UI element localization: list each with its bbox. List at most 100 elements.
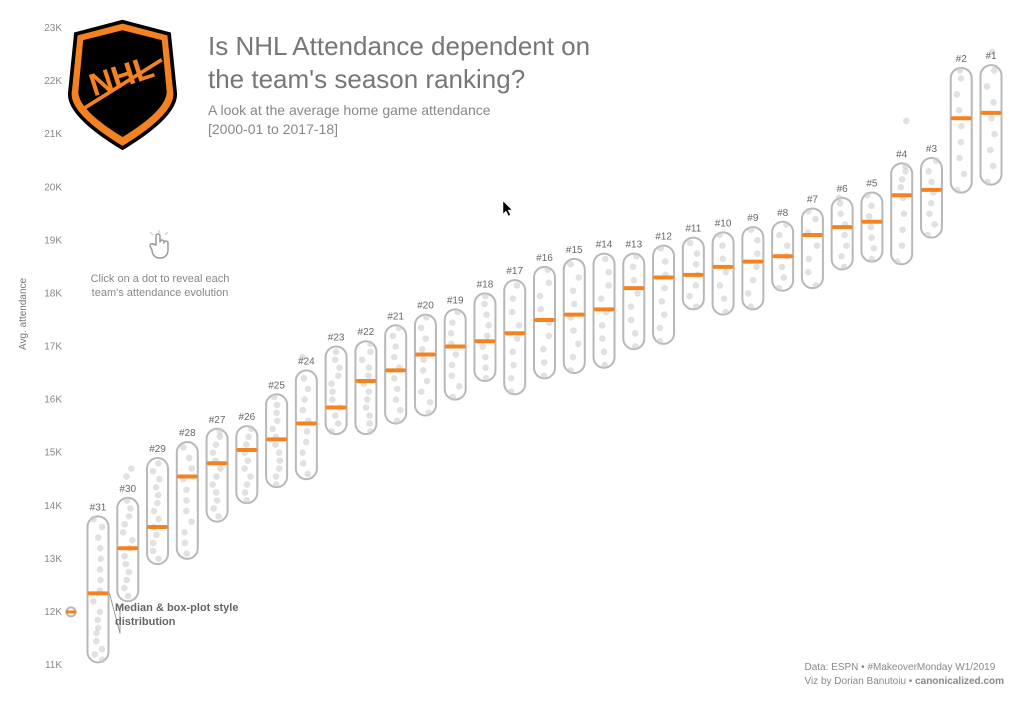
data-dot[interactable] xyxy=(899,242,906,249)
data-dot[interactable] xyxy=(452,351,459,358)
data-dot[interactable] xyxy=(958,139,965,146)
data-dot[interactable] xyxy=(92,651,99,658)
data-dot[interactable] xyxy=(304,471,311,478)
data-dot[interactable] xyxy=(181,540,188,547)
data-dot[interactable] xyxy=(301,375,308,382)
data-dot[interactable] xyxy=(628,317,635,324)
data-dot[interactable] xyxy=(659,298,666,305)
data-dot[interactable] xyxy=(633,253,640,260)
data-dot[interactable] xyxy=(328,428,335,435)
data-dot[interactable] xyxy=(634,290,641,297)
data-dot[interactable] xyxy=(748,226,755,233)
data-dot[interactable] xyxy=(601,349,608,356)
data-dot[interactable] xyxy=(721,295,728,302)
data-dot[interactable] xyxy=(94,617,101,624)
data-dot[interactable] xyxy=(367,349,374,356)
data-dot[interactable] xyxy=(333,349,340,356)
data-dot[interactable] xyxy=(575,341,582,348)
data-dot[interactable] xyxy=(449,319,456,326)
data-dot[interactable] xyxy=(482,364,489,371)
data-dot[interactable] xyxy=(783,221,790,228)
data-dot[interactable] xyxy=(717,282,724,289)
data-dot[interactable] xyxy=(656,338,663,345)
data-dot[interactable] xyxy=(418,325,425,332)
data-dot[interactable] xyxy=(541,359,548,366)
data-dot[interactable] xyxy=(545,333,552,340)
data-dot[interactable] xyxy=(299,449,306,456)
data-dot[interactable] xyxy=(926,210,933,217)
data-dot[interactable] xyxy=(570,354,577,361)
data-dot[interactable] xyxy=(991,67,998,74)
data-dot[interactable] xyxy=(420,367,427,374)
data-dot[interactable] xyxy=(269,425,276,432)
data-dot[interactable] xyxy=(987,147,994,154)
data-dot[interactable] xyxy=(95,625,102,632)
data-dot[interactable] xyxy=(481,301,488,308)
data-dot[interactable] xyxy=(662,258,669,265)
data-dot[interactable] xyxy=(537,293,544,300)
data-dot[interactable] xyxy=(868,224,875,231)
data-dot[interactable] xyxy=(181,529,188,536)
data-dot[interactable] xyxy=(305,386,312,393)
data-dot[interactable] xyxy=(99,656,106,663)
data-dot[interactable] xyxy=(245,433,252,440)
data-dot[interactable] xyxy=(424,378,431,385)
data-dot[interactable] xyxy=(776,232,783,239)
data-dot[interactable] xyxy=(242,489,249,496)
data-dot[interactable] xyxy=(150,548,157,555)
data-dot[interactable] xyxy=(661,285,668,292)
data-dot[interactable] xyxy=(541,372,548,379)
data-dot[interactable] xyxy=(180,444,187,451)
data-dot[interactable] xyxy=(510,362,517,369)
data-dot[interactable] xyxy=(984,179,991,186)
data-dot[interactable] xyxy=(393,396,400,403)
data-dot[interactable] xyxy=(632,343,639,350)
data-dot[interactable] xyxy=(483,375,490,382)
data-dot[interactable] xyxy=(300,407,307,414)
data-dot[interactable] xyxy=(866,213,873,220)
data-dot[interactable] xyxy=(243,497,250,504)
data-dot[interactable] xyxy=(899,226,906,233)
data-dot[interactable] xyxy=(570,287,577,294)
data-dot[interactable] xyxy=(605,282,612,289)
data-dot[interactable] xyxy=(537,306,544,313)
data-dot[interactable] xyxy=(990,99,997,106)
data-dot[interactable] xyxy=(686,293,693,300)
data-dot[interactable] xyxy=(90,516,97,523)
data-dot[interactable] xyxy=(841,264,848,271)
data-dot[interactable] xyxy=(722,269,729,276)
data-dot[interactable] xyxy=(693,282,700,289)
data-dot[interactable] xyxy=(422,335,429,342)
data-dot[interactable] xyxy=(837,210,844,217)
data-dot[interactable] xyxy=(394,386,401,393)
data-dot[interactable] xyxy=(329,388,336,395)
data-dot[interactable] xyxy=(125,593,132,600)
data-dot[interactable] xyxy=(276,449,283,456)
data-dot[interactable] xyxy=(188,518,195,525)
data-dot[interactable] xyxy=(449,362,456,369)
data-dot[interactable] xyxy=(485,322,492,329)
data-dot[interactable] xyxy=(155,516,162,523)
data-dot[interactable] xyxy=(899,176,906,183)
data-dot[interactable] xyxy=(754,250,761,257)
data-dot[interactable] xyxy=(419,346,426,353)
data-dot[interactable] xyxy=(99,646,106,653)
data-dot[interactable] xyxy=(632,330,639,337)
data-dot[interactable] xyxy=(123,473,130,480)
data-dot[interactable] xyxy=(365,372,372,379)
data-dot[interactable] xyxy=(894,258,901,265)
data-dot[interactable] xyxy=(924,232,931,239)
data-dot[interactable] xyxy=(124,497,131,504)
data-dot[interactable] xyxy=(687,240,694,247)
data-dot[interactable] xyxy=(958,75,965,82)
data-dot[interactable] xyxy=(599,322,606,329)
data-dot[interactable] xyxy=(514,335,521,342)
data-dot[interactable] xyxy=(418,388,425,395)
data-dot[interactable] xyxy=(656,325,663,332)
data-dot[interactable] xyxy=(449,394,456,401)
data-dot[interactable] xyxy=(956,155,963,162)
data-dot[interactable] xyxy=(482,354,489,361)
data-dot[interactable] xyxy=(243,441,250,448)
data-dot[interactable] xyxy=(991,131,998,138)
data-dot[interactable] xyxy=(303,439,310,446)
